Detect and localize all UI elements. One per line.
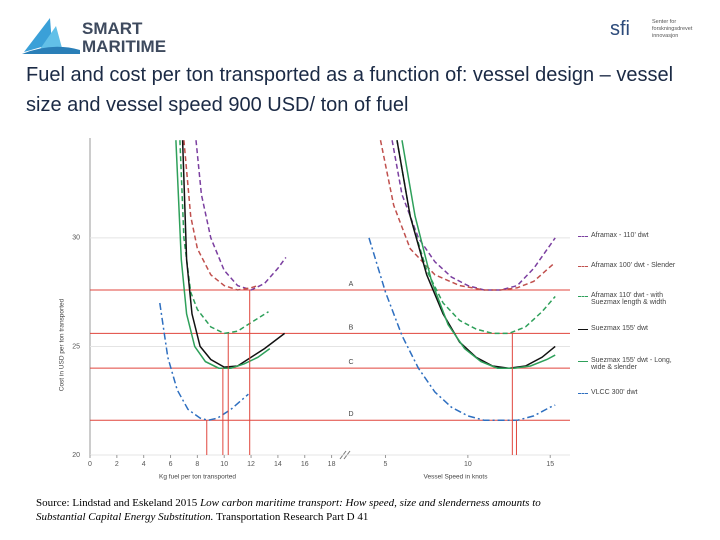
legend-item: Aframax - 110' dwt	[578, 232, 688, 239]
x-tick-label: 12	[247, 461, 255, 468]
x-tick-label: 8	[195, 461, 199, 468]
series-line	[183, 140, 259, 291]
source-text: Source: Lindstad and Eskeland 2015	[36, 497, 201, 509]
reference-label: B	[349, 324, 354, 331]
series-line	[179, 140, 269, 335]
x-axis-label: Vessel Speed in knots	[424, 474, 489, 481]
slide-title: Fuel and cost per ton transported as a f…	[26, 64, 674, 116]
series-line	[175, 140, 271, 369]
legend-item: Suezmax 155' dwt - Long, wide & slender	[578, 357, 688, 371]
x-tick-label: 10	[464, 461, 472, 468]
legend-swatch	[578, 296, 588, 297]
y-tick-label: 25	[72, 343, 80, 350]
logo-icon	[22, 18, 80, 54]
x-tick-label: 4	[142, 461, 146, 468]
legend-swatch	[578, 329, 588, 330]
series-line	[379, 140, 554, 291]
series-line	[401, 140, 556, 369]
legend-label: Aframax - 110' dwt	[591, 232, 649, 239]
legend-swatch	[578, 393, 588, 394]
legend-item: Suezmax 155' dwt	[578, 325, 688, 332]
logo-line: MARITIME	[82, 37, 167, 56]
legend-label: Suezmax 155' dwt - Long, wide & slender	[591, 357, 672, 371]
legend-label: Suezmax 155' dwt	[591, 325, 648, 332]
legend-label: Aframax 100' dwt - Slender	[591, 262, 676, 269]
series-line	[195, 140, 287, 291]
legend-swatch	[578, 266, 588, 267]
legend-swatch	[578, 361, 588, 362]
reference-label: A	[349, 281, 354, 288]
reference-label: D	[348, 411, 353, 418]
source-title: Low carbon maritime transport: How speed…	[36, 497, 541, 523]
y-tick-label: 30	[72, 235, 80, 242]
sfi-logo: sfi	[610, 18, 630, 40]
x-tick-label: 0	[88, 461, 92, 468]
legend-label: VLCC 300' dwt	[591, 389, 638, 396]
x-tick-label: 2	[115, 461, 119, 468]
logo-line: SMART	[82, 19, 143, 38]
logo: SMART MARITIME	[82, 20, 166, 56]
legend-item: Aframax 100' dwt - Slender	[578, 262, 688, 269]
x-tick-label: 16	[301, 461, 309, 468]
legend-item: VLCC 300' dwt	[578, 389, 688, 396]
y-axis-label: Cost in USD per ton transported	[59, 298, 66, 391]
x-tick-label: 10	[220, 461, 228, 468]
series-line	[396, 140, 556, 369]
series-line	[391, 140, 556, 291]
x-tick-label: 5	[384, 461, 388, 468]
x-tick-label: 14	[274, 461, 282, 468]
source-text: Transportation Research Part D 41	[213, 511, 369, 523]
sfi-subtitle: Senter for forskningsdrevet innovasjon	[652, 19, 693, 39]
y-tick-label: 20	[72, 452, 80, 459]
series-line	[368, 237, 556, 422]
x-tick-label: 18	[328, 461, 336, 468]
reference-label: C	[348, 359, 353, 366]
series-line	[181, 140, 286, 368]
legend-label: Aframax 110' dwt - with Suezmax length &…	[591, 292, 667, 306]
source: Source: Lindstad and Eskeland 2015 Low c…	[36, 496, 541, 524]
legend-swatch	[578, 236, 588, 237]
x-axis-label: Kg fuel per ton transported	[159, 474, 236, 481]
plot-area	[159, 140, 556, 422]
x-tick-label: 15	[546, 461, 554, 468]
series-line	[396, 140, 556, 335]
series-line	[159, 302, 249, 422]
x-tick-label: 6	[169, 461, 173, 468]
legend-item: Aframax 110' dwt - with Suezmax length &…	[578, 292, 688, 306]
